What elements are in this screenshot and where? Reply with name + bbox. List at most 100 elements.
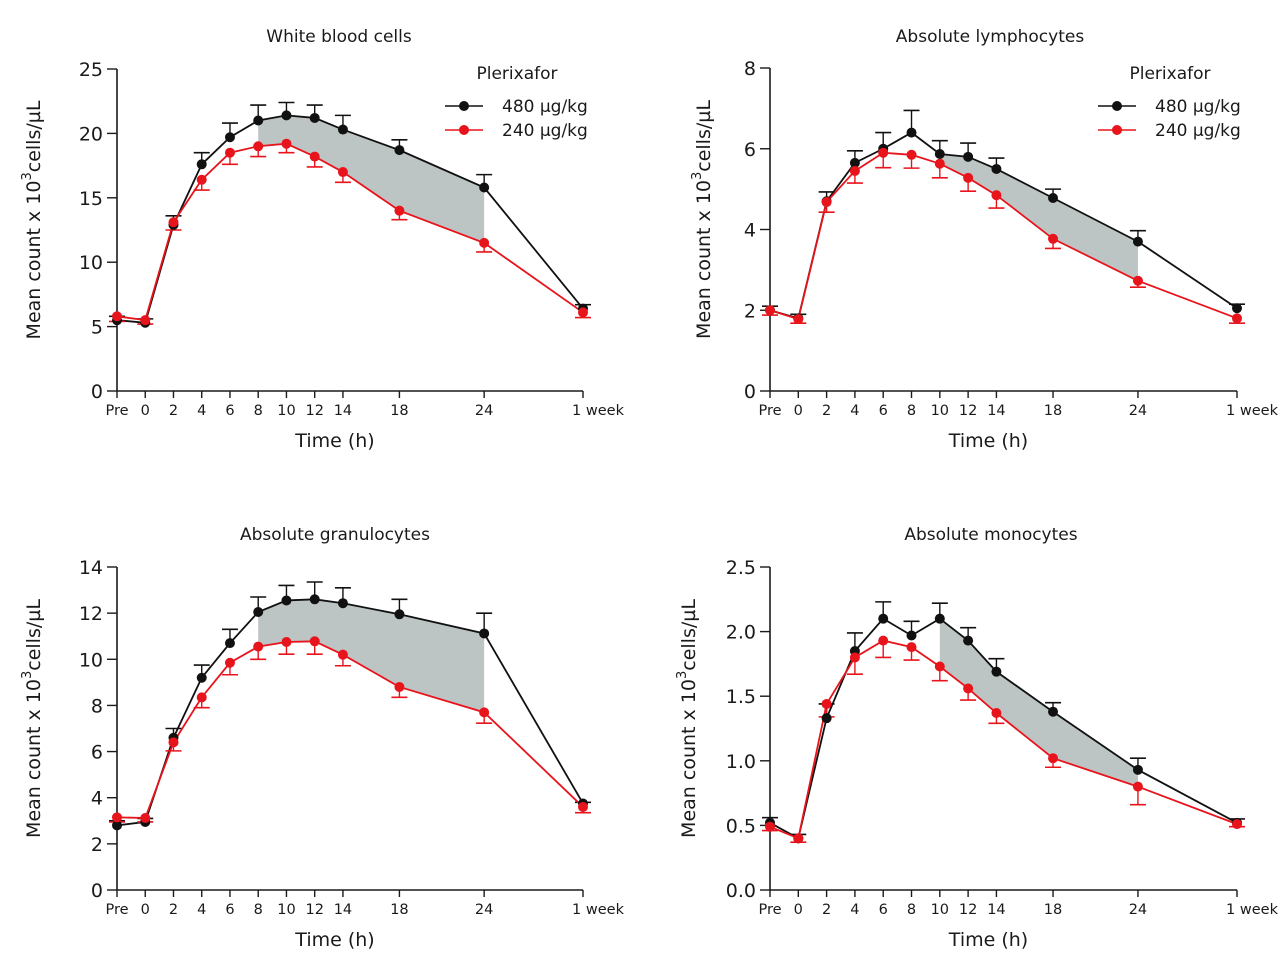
x-tick-label: 2 bbox=[822, 902, 831, 918]
y-axis-title-superscript: 3 bbox=[675, 671, 690, 679]
data-point bbox=[281, 110, 292, 121]
data-point bbox=[991, 190, 1002, 201]
x-tick-label: 0 bbox=[794, 902, 803, 918]
y-axis-title-unit: cells/µL bbox=[23, 599, 45, 671]
data-point bbox=[140, 813, 151, 824]
legend: Plerixafor 480 µg/kg 240 µg/kg bbox=[1098, 64, 1241, 141]
data-point bbox=[821, 713, 832, 724]
y-tick-label: 2 bbox=[91, 834, 103, 856]
data-point bbox=[394, 681, 405, 692]
x-tick-label: 10 bbox=[931, 403, 949, 419]
data-point bbox=[849, 652, 860, 663]
y-axis-title-superscript: 3 bbox=[20, 172, 35, 180]
y-tick-label: 0.0 bbox=[726, 880, 756, 902]
x-tick-label: 6 bbox=[879, 902, 888, 918]
data-point bbox=[578, 801, 588, 812]
legend-label: 480 µg/kg bbox=[1155, 97, 1241, 117]
data-point bbox=[224, 657, 235, 668]
legend-label: 240 µg/kg bbox=[502, 121, 588, 141]
x-tick-label: 4 bbox=[197, 902, 206, 918]
x-tick-label: 1 week bbox=[572, 902, 625, 918]
series-line bbox=[116, 598, 584, 827]
data-point bbox=[281, 595, 292, 606]
y-tick-label: 5 bbox=[91, 317, 103, 339]
legend-label: 480 µg/kg bbox=[502, 97, 588, 117]
series-dose-480 bbox=[762, 601, 1245, 840]
y-axis-title-main: Mean count x 10 bbox=[678, 679, 700, 838]
data-point bbox=[253, 141, 264, 152]
y-tick-label: 6 bbox=[91, 742, 103, 764]
x-tick-label: Pre bbox=[105, 403, 128, 419]
y-axis-title: Mean count x 103cells/µL bbox=[20, 100, 45, 339]
data-point bbox=[394, 145, 405, 156]
data-point bbox=[196, 174, 207, 185]
legend-marker bbox=[459, 101, 469, 111]
data-point bbox=[578, 307, 588, 318]
data-point bbox=[765, 305, 775, 316]
chart-title: Absolute granulocytes bbox=[240, 525, 430, 545]
y-axis-title-unit: cells/µL bbox=[678, 599, 700, 671]
data-point bbox=[394, 609, 405, 620]
chart-title: Absolute lymphocytes bbox=[896, 27, 1085, 47]
data-point bbox=[224, 147, 235, 158]
x-tick-label: 24 bbox=[1129, 403, 1147, 419]
series-line bbox=[116, 640, 584, 819]
y-tick-label: 1.0 bbox=[726, 751, 756, 773]
x-tick-label: 14 bbox=[987, 403, 1005, 419]
data-point bbox=[1048, 233, 1059, 244]
panel-absolute-monocytes: Absolute monocytes 0.0 0.5 1.0 1.5 2.0 2.5 Pre 0… bbox=[675, 525, 1279, 951]
series-dose-240 bbox=[762, 639, 1245, 843]
data-point bbox=[112, 820, 122, 831]
data-point bbox=[934, 158, 945, 169]
y-axis-title: Mean count x 103cells/µL bbox=[675, 599, 700, 838]
x-tick-label: 6 bbox=[225, 902, 234, 918]
y-tick-label: 0 bbox=[91, 880, 103, 902]
data-point bbox=[337, 124, 348, 135]
data-point bbox=[1232, 819, 1242, 830]
y-axis-title-superscript: 3 bbox=[690, 172, 705, 180]
x-tick-label: 18 bbox=[390, 403, 408, 419]
data-point bbox=[479, 628, 490, 639]
data-point bbox=[906, 149, 917, 160]
data-point bbox=[934, 148, 945, 159]
y-tick-label: 2.0 bbox=[726, 622, 756, 644]
data-point bbox=[253, 115, 264, 126]
x-tick-label: 12 bbox=[959, 902, 977, 918]
shaded-difference-region bbox=[939, 153, 1138, 281]
data-point bbox=[309, 594, 320, 605]
y-axis-title: Mean count x 103cells/µL bbox=[690, 100, 715, 339]
data-point bbox=[337, 167, 348, 178]
x-tick-label: 2 bbox=[169, 902, 178, 918]
legend-label: 240 µg/kg bbox=[1155, 121, 1241, 141]
data-point bbox=[963, 683, 974, 694]
series-line bbox=[769, 639, 1238, 840]
series-dose-240 bbox=[109, 640, 591, 823]
data-point bbox=[309, 636, 320, 647]
series-dose-480 bbox=[109, 581, 591, 827]
data-point bbox=[196, 159, 207, 170]
x-axis-title: Time (h) bbox=[294, 430, 374, 452]
y-tick-label: 2 bbox=[744, 300, 756, 322]
data-point bbox=[1132, 781, 1143, 792]
y-tick-label: 20 bbox=[79, 123, 103, 145]
data-point bbox=[906, 127, 917, 138]
x-tick-label: 6 bbox=[879, 403, 888, 419]
data-point bbox=[821, 698, 832, 709]
x-tick-label: 8 bbox=[907, 403, 916, 419]
x-tick-label: 14 bbox=[334, 403, 352, 419]
chart-title: Absolute monocytes bbox=[904, 525, 1077, 545]
data-point bbox=[168, 217, 179, 228]
x-tick-label: 18 bbox=[1044, 902, 1062, 918]
data-point bbox=[934, 613, 945, 624]
data-point bbox=[281, 636, 292, 647]
x-tick-label: 8 bbox=[907, 902, 916, 918]
y-tick-label: 0 bbox=[91, 381, 103, 403]
x-tick-label: 14 bbox=[334, 902, 352, 918]
data-point bbox=[1048, 706, 1059, 717]
data-point bbox=[479, 237, 490, 248]
x-tick-label: 18 bbox=[390, 902, 408, 918]
data-point bbox=[337, 598, 348, 609]
